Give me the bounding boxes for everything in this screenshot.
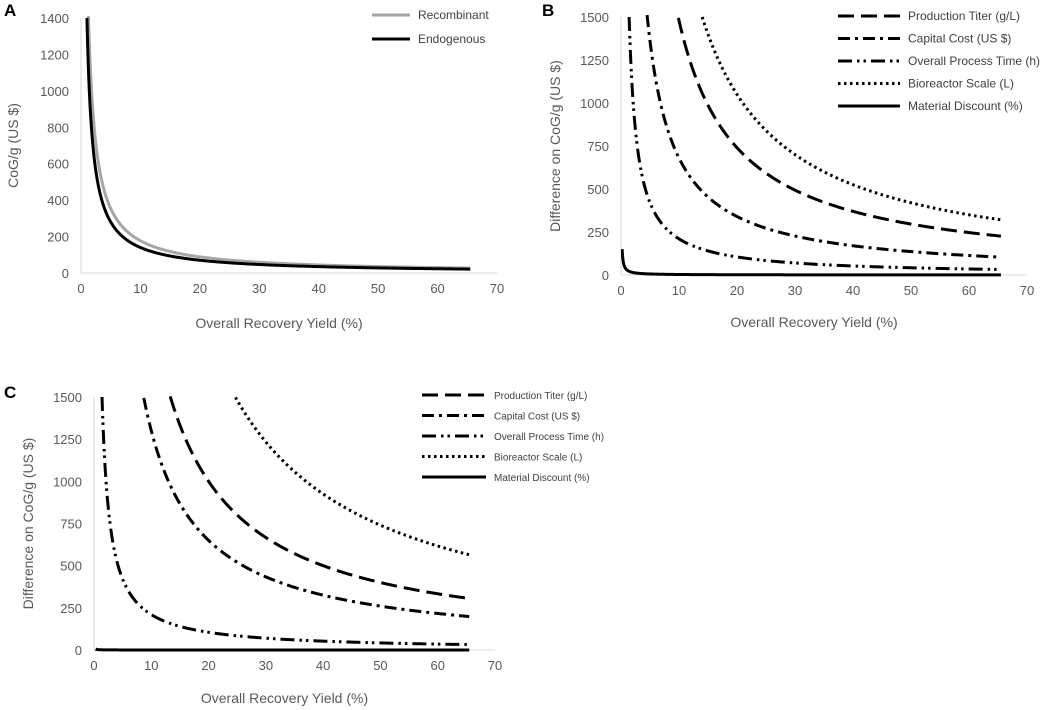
x-tick-label: 50: [904, 283, 918, 298]
x-tick-label: 10: [133, 281, 147, 296]
x-tick-label: 40: [311, 281, 325, 296]
x-axis-title: Overall Recovery Yield (%): [730, 314, 897, 330]
y-tick-label: 500: [60, 559, 82, 574]
y-tick-label: 1000: [40, 84, 69, 99]
legend-label: Production Titer (g/L): [494, 391, 587, 402]
series-line-recombinant: [86, 16, 471, 270]
legend-label: Production Titer (g/L): [908, 9, 1020, 23]
y-axis-title: Difference on CoG/g (US $): [20, 438, 36, 610]
legend-label: Capital Cost (US $): [494, 412, 580, 423]
x-tick-label: 0: [617, 283, 624, 298]
y-tick-label: 1200: [40, 47, 69, 62]
panel-c: C 0 10 20 30 40 50 60 70 0 250 500 750 1000 1250 1500 O…: [4, 383, 604, 706]
y-tick-label: 750: [587, 139, 609, 154]
series-line-bioreactor-scale-l: [234, 396, 470, 557]
y-tick-label: 750: [60, 517, 82, 532]
x-axis-title: Overall Recovery Yield (%): [201, 690, 368, 706]
y-tick-label: 0: [602, 268, 609, 283]
series-line-production-titer-g-l: [168, 395, 470, 600]
x-tick-label: 30: [259, 658, 273, 673]
panel-letter-a: A: [4, 1, 16, 20]
x-tick-label: 20: [201, 658, 215, 673]
y-tick-label: 200: [47, 230, 69, 245]
x-tick-label: 10: [672, 283, 686, 298]
x-tick-label: 50: [371, 281, 385, 296]
series-line-endogenous: [85, 17, 471, 271]
x-tick-label: 10: [144, 658, 158, 673]
legend-label: Bioreactor Scale (L): [494, 453, 582, 464]
y-tick-label: 250: [60, 601, 82, 616]
panel-letter-b: B: [542, 1, 554, 20]
y-tick-label: 500: [587, 182, 609, 197]
x-tick-label: 20: [730, 283, 744, 298]
y-tick-label: 0: [62, 266, 69, 281]
x-tick-label: 50: [373, 658, 387, 673]
y-axis-title: Difference on CoG/g (US $): [547, 60, 563, 232]
panel-letter-c: C: [4, 383, 16, 402]
y-tick-label: 1250: [53, 432, 82, 447]
x-tick-label: 40: [316, 658, 330, 673]
x-tick-label: 60: [962, 283, 976, 298]
y-tick-label: 1250: [580, 53, 609, 68]
x-tick-label: 70: [488, 658, 502, 673]
legend-label: Endogenous: [418, 32, 485, 46]
series-line-production-titer-g-l: [676, 17, 1002, 238]
y-tick-label: 600: [47, 157, 69, 172]
y-tick-label: 0: [75, 643, 82, 658]
y-tick-label: 800: [47, 120, 69, 135]
x-tick-label: 0: [77, 281, 84, 296]
x-tick-label: 20: [193, 281, 207, 296]
series-line-overall-process-time-h: [627, 16, 1001, 271]
y-tick-label: 250: [587, 225, 609, 240]
series-line-material-discount: [621, 249, 1001, 277]
series-line-material-discount: [94, 647, 470, 652]
y-axis-title: CoG/g (US $): [5, 103, 21, 188]
legend-label: Bioreactor Scale (L): [908, 77, 1014, 91]
legend-label: Material Discount (%): [494, 473, 590, 484]
x-tick-label: 60: [430, 658, 444, 673]
series-line-capital-cost-us: [142, 397, 470, 619]
panel-a: A 0 10 20 30 40 50 60 70 0 200 400 600 800 1000 1200 14…: [4, 1, 504, 331]
y-tick-label: 400: [47, 193, 69, 208]
legend-label: Overall Process Time (h): [494, 432, 604, 443]
y-tick-label: 1000: [53, 474, 82, 489]
series-line-overall-process-time-h: [100, 396, 470, 647]
x-tick-label: 70: [490, 281, 504, 296]
legend-label: Overall Process Time (h): [908, 54, 1040, 68]
legend-label: Recombinant: [418, 8, 489, 22]
x-tick-label: 30: [252, 281, 266, 296]
panel-b: B 0 10 20 30 40 50 60 70 0 250 500 750 1000 1250 1500 O…: [542, 1, 1040, 330]
x-tick-label: 60: [430, 281, 444, 296]
y-tick-label: 1500: [53, 390, 82, 405]
legend-label: Capital Cost (US $): [908, 32, 1011, 46]
x-tick-label: 40: [846, 283, 860, 298]
legend-label: Material Discount (%): [908, 99, 1023, 113]
x-tick-label: 0: [90, 658, 97, 673]
y-tick-label: 1400: [40, 11, 69, 26]
x-tick-label: 70: [1020, 283, 1034, 298]
x-tick-label: 30: [788, 283, 802, 298]
y-tick-label: 1000: [580, 96, 609, 111]
y-tick-label: 1500: [580, 10, 609, 25]
series-line-capital-cost-us: [645, 15, 1001, 259]
x-axis-title: Overall Recovery Yield (%): [195, 315, 362, 331]
